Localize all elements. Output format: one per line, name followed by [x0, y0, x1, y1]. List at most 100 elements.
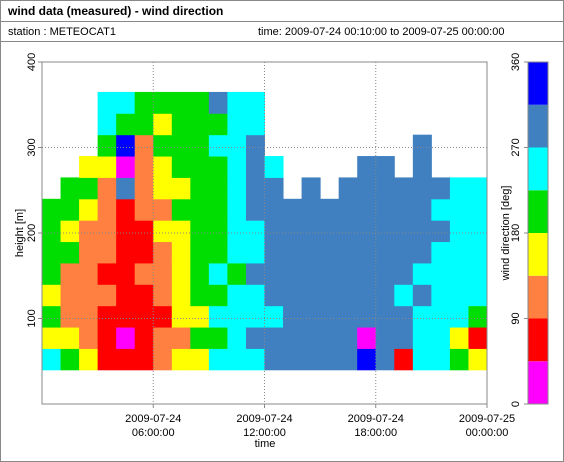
cell	[245, 156, 265, 178]
cell	[338, 305, 358, 328]
cell	[431, 305, 451, 328]
cell	[264, 198, 284, 221]
cell	[283, 284, 303, 307]
cell	[171, 327, 191, 349]
cell	[227, 198, 247, 221]
cell	[190, 177, 210, 200]
cell	[42, 348, 62, 371]
cell	[394, 241, 414, 264]
cell	[375, 177, 395, 200]
cell	[264, 241, 284, 264]
cell	[227, 241, 247, 264]
cell	[42, 198, 62, 221]
cell	[208, 327, 228, 349]
cell	[375, 156, 395, 178]
cell	[208, 348, 228, 371]
cell	[394, 305, 414, 328]
cell	[116, 241, 136, 264]
cell	[97, 134, 117, 157]
cell	[153, 348, 173, 371]
y-tick-label: 300	[26, 138, 38, 156]
cell	[264, 220, 284, 243]
cell	[468, 220, 488, 243]
colorbar-tick-label: 270	[510, 138, 522, 156]
cell	[116, 134, 136, 157]
cell	[134, 241, 154, 264]
colorbar-segment	[528, 233, 548, 276]
cell	[412, 198, 432, 221]
cell	[264, 156, 284, 178]
cell	[208, 198, 228, 221]
cell	[116, 262, 136, 285]
cell	[153, 134, 173, 157]
cell	[468, 284, 488, 307]
cell	[412, 134, 432, 157]
cell	[468, 177, 488, 200]
cell	[134, 156, 154, 178]
colorbar-tick-label: 0	[510, 401, 522, 407]
cell	[153, 113, 173, 136]
colorbar-label: wind direction [deg]	[500, 186, 512, 282]
cell	[208, 241, 228, 264]
cell	[468, 305, 488, 328]
cell	[227, 348, 247, 371]
cell	[153, 305, 173, 328]
cell	[301, 262, 321, 285]
cell	[301, 241, 321, 264]
cell	[134, 284, 154, 307]
cell	[134, 348, 154, 371]
cell	[449, 198, 469, 221]
cell	[357, 262, 377, 285]
cell	[42, 262, 62, 285]
cell	[449, 177, 469, 200]
colorbar-segment	[528, 190, 548, 233]
cell	[412, 156, 432, 178]
cell	[208, 91, 228, 114]
cell	[227, 113, 247, 136]
cell	[338, 177, 358, 200]
cell	[227, 156, 247, 178]
cell	[320, 220, 340, 243]
cell	[357, 241, 377, 264]
cell	[134, 262, 154, 285]
cell	[449, 220, 469, 243]
cell	[42, 220, 62, 243]
cell	[208, 305, 228, 328]
cell	[153, 284, 173, 307]
cell	[134, 198, 154, 221]
cell	[357, 305, 377, 328]
cell	[431, 177, 451, 200]
cell	[97, 113, 117, 136]
cell	[134, 113, 154, 136]
cell	[245, 134, 265, 157]
cell	[208, 113, 228, 136]
cell	[394, 262, 414, 285]
cell	[301, 348, 321, 371]
cell	[245, 177, 265, 200]
cell	[60, 177, 80, 200]
cell	[357, 177, 377, 200]
cell	[153, 262, 173, 285]
cell	[79, 262, 99, 285]
cell	[394, 198, 414, 221]
cell	[208, 262, 228, 285]
cell	[116, 156, 136, 178]
cell	[449, 348, 469, 371]
x-tick-label: 2009-07-25 00:00:00	[458, 413, 516, 439]
cell	[412, 241, 432, 264]
cell	[283, 262, 303, 285]
cell	[171, 113, 191, 136]
cell	[338, 327, 358, 349]
colorbar-segment	[528, 275, 548, 319]
cell	[264, 348, 284, 371]
cell	[190, 156, 210, 178]
cell	[283, 305, 303, 328]
cell	[264, 305, 284, 328]
cell	[97, 177, 117, 200]
cell	[449, 305, 469, 328]
cell	[301, 177, 321, 200]
cell	[468, 241, 488, 264]
cell	[320, 327, 340, 349]
cell	[431, 220, 451, 243]
cell	[375, 262, 395, 285]
